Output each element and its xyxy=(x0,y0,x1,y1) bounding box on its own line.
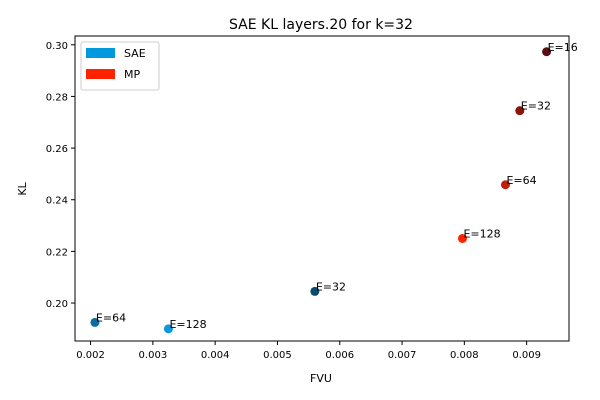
x-axis: 0.002 0.003 0.004 0.005 0.006 0.007 0.008 0.009 xyxy=(76,341,541,361)
data-point-mp xyxy=(515,106,525,116)
y-tick-label: 0.20 xyxy=(46,299,68,310)
y-tick-label: 0.28 xyxy=(46,92,68,103)
y-axis-label: KL xyxy=(16,181,29,195)
data-point-label: E=32 xyxy=(521,100,551,113)
data-point-label: E=64 xyxy=(506,174,536,187)
plot-frame xyxy=(74,35,570,342)
y-tick-label: 0.24 xyxy=(46,196,68,207)
data-point-mp xyxy=(542,47,552,57)
data-point-sae xyxy=(90,317,100,327)
chart-title: SAE KL layers.20 for k=32 xyxy=(229,17,413,33)
legend: SAE MP xyxy=(80,41,160,91)
y-tick-label: 0.22 xyxy=(46,247,68,258)
data-point-label: E=64 xyxy=(96,311,126,324)
y-axis: 0.20 0.22 0.24 0.26 0.28 0.30 xyxy=(46,41,75,310)
data-point-label: E=128 xyxy=(463,227,500,240)
data-point-label: E=128 xyxy=(169,318,206,331)
x-tick-label: 0.006 xyxy=(325,350,354,361)
y-tick-label: 0.30 xyxy=(46,41,68,52)
x-tick-label: 0.009 xyxy=(512,350,541,361)
x-tick-label: 0.008 xyxy=(450,350,479,361)
data-point-label: E=16 xyxy=(548,41,578,54)
data-point-mp xyxy=(457,233,467,243)
legend-swatch-mp xyxy=(86,69,115,79)
x-tick-label: 0.002 xyxy=(76,350,105,361)
data-points: E=64 E=128 E=32 E=16 E=32 E=64 E=128 xyxy=(90,41,578,334)
x-tick-label: 0.007 xyxy=(388,350,417,361)
y-tick-label: 0.26 xyxy=(46,144,68,155)
legend-swatch-sae xyxy=(86,48,115,58)
x-axis-label: FVU xyxy=(310,372,332,385)
data-point-sae xyxy=(163,324,173,334)
legend-label: SAE xyxy=(124,47,146,60)
data-point-mp xyxy=(500,180,510,190)
x-tick-label: 0.003 xyxy=(139,350,168,361)
x-tick-label: 0.005 xyxy=(263,350,292,361)
data-point-sae xyxy=(310,286,320,296)
data-point-label: E=32 xyxy=(316,280,346,293)
x-tick-label: 0.004 xyxy=(201,350,230,361)
legend-label: MP xyxy=(124,68,140,81)
